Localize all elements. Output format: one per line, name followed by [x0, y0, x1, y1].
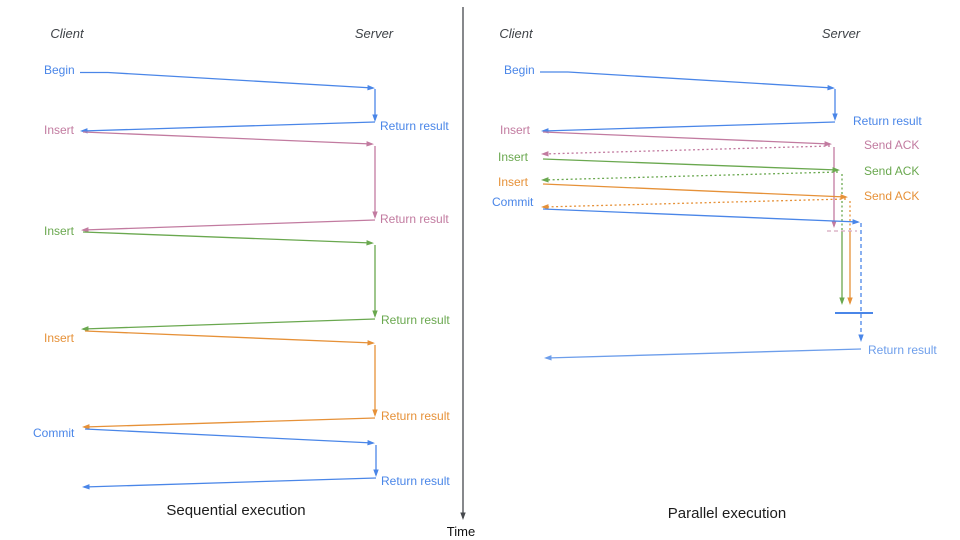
- seq-commit-label: Commit: [33, 426, 75, 440]
- seq-insert1-send-arrowhead: [366, 141, 374, 147]
- par-insert3-label: Insert: [498, 175, 529, 189]
- seq-begin-label: Begin: [44, 63, 75, 77]
- caption-parallel-execution: Parallel execution: [667, 505, 787, 522]
- seq-insert1-label: Insert: [44, 123, 75, 137]
- par-insert3-process-arrowhead: [847, 297, 853, 305]
- seq-insert2-send: [82, 231, 373, 244]
- par-commit-return-label: Return result: [868, 343, 937, 357]
- par-insert1-process-arrowhead: [831, 220, 837, 228]
- par-begin-process-arrowhead: [832, 113, 838, 121]
- seq-insert3-return-label: Return result: [381, 409, 450, 423]
- seq-insert3-process-arrowhead: [372, 409, 378, 417]
- seq-insert1-send: [82, 131, 373, 145]
- seq-insert2-process-arrowhead: [372, 310, 378, 318]
- par-insert1-label: Insert: [500, 123, 531, 137]
- seq-commit-return-label: Return result: [381, 474, 450, 488]
- par-insert3-ack-label: Send ACK: [864, 189, 919, 203]
- seq-insert3-label: Insert: [44, 331, 75, 345]
- seq-insert2-return-label: Return result: [381, 313, 450, 327]
- par-insert3-ack-arrowhead: [541, 204, 549, 210]
- par-commit-finalize-arrowhead: [858, 334, 864, 342]
- seq-insert2-return: [82, 318, 376, 330]
- par-begin-send: [567, 71, 834, 89]
- par-begin-label: Begin: [504, 63, 535, 77]
- par-insert3-send: [542, 183, 847, 198]
- seq-commit-send: [84, 428, 374, 444]
- par-commit-send: [542, 208, 859, 223]
- par-commit-send-arrowhead: [852, 219, 860, 225]
- par-insert1-ack-arrowhead: [541, 151, 549, 157]
- seq-commit-return: [83, 477, 377, 488]
- server-header-sequential: Server: [354, 26, 394, 41]
- client-header-sequential: Client: [50, 26, 84, 41]
- time-axis-line-arrowhead: [460, 512, 466, 520]
- par-insert2-send-arrowhead: [832, 167, 840, 173]
- par-insert1-send-arrowhead: [824, 141, 832, 147]
- par-insert2-ack: [542, 171, 839, 181]
- par-insert2-ack-arrowhead: [541, 177, 549, 183]
- seq-begin-process-arrowhead: [372, 114, 378, 122]
- seq-insert2-label: Insert: [44, 224, 75, 238]
- seq-insert3-return-arrowhead: [82, 424, 90, 430]
- seq-begin-return: [81, 121, 376, 132]
- seq-commit-return-arrowhead: [82, 484, 90, 490]
- seq-insert1-return-label: Return result: [380, 212, 449, 226]
- client-header-parallel: Client: [499, 26, 533, 41]
- seq-insert1-return-arrowhead: [81, 227, 89, 233]
- seq-insert2-return-arrowhead: [81, 326, 89, 332]
- seq-insert1-process-arrowhead: [372, 211, 378, 219]
- par-commit-return: [545, 348, 862, 359]
- seq-insert2-send-arrowhead: [366, 240, 374, 246]
- par-insert2-ack-label: Send ACK: [864, 164, 919, 178]
- par-begin-return: [542, 121, 836, 132]
- seq-insert3-send-arrowhead: [367, 340, 375, 346]
- par-insert2-label: Insert: [498, 150, 529, 164]
- time-axis-label: Time: [446, 524, 476, 539]
- seq-commit-process-arrowhead: [373, 469, 379, 477]
- par-insert1-ack-label: Send ACK: [864, 138, 919, 152]
- par-insert3-ack: [542, 198, 847, 208]
- server-header-parallel: Server: [821, 26, 861, 41]
- par-insert2-send: [542, 158, 839, 171]
- par-insert3-send-arrowhead: [840, 194, 848, 200]
- seq-insert3-send: [84, 330, 374, 344]
- seq-insert1-return: [82, 219, 376, 231]
- seq-commit-send-arrowhead: [367, 440, 375, 446]
- seq-insert3-return: [83, 417, 376, 428]
- seq-begin-return-label: Return result: [380, 119, 449, 133]
- par-begin-return-label: Return result: [853, 114, 922, 128]
- par-commit-label: Commit: [492, 195, 534, 209]
- par-insert1-send: [542, 131, 831, 145]
- par-insert2-process-arrowhead: [839, 297, 845, 305]
- seq-begin-send: [107, 71, 374, 89]
- par-commit-return-arrowhead: [544, 355, 552, 361]
- seq-begin-send-arrowhead: [367, 84, 375, 91]
- caption-sequential-execution: Sequential execution: [166, 502, 306, 519]
- par-insert1-ack: [542, 145, 831, 155]
- par-begin-send-arrowhead: [827, 84, 835, 91]
